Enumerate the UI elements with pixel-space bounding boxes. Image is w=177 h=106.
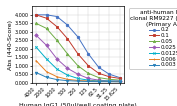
0.006 [98, 81, 100, 82]
0.003 [119, 81, 121, 82]
Line: 0.003: 0.003 [35, 71, 121, 83]
Line: 0.006: 0.006 [35, 59, 121, 83]
0.003 [87, 81, 89, 82]
0.05 [56, 40, 58, 41]
0.025 [56, 58, 58, 60]
0.1 [77, 53, 79, 54]
0.0125 [56, 68, 58, 70]
0.006 [77, 80, 79, 81]
0.2 [56, 16, 58, 17]
0.05 [66, 53, 68, 54]
0.003 [56, 79, 58, 80]
0.2 [66, 24, 68, 26]
0.2 [108, 74, 110, 75]
0.003 [45, 77, 48, 78]
0.006 [45, 71, 48, 72]
0.0125 [45, 58, 48, 60]
0.05 [35, 23, 37, 24]
0.003 [98, 81, 100, 82]
0.003 [66, 80, 68, 81]
X-axis label: Human IgG1 (50ul/well coating plate): Human IgG1 (50ul/well coating plate) [19, 103, 137, 106]
0.05 [87, 73, 89, 74]
0.05 [98, 77, 100, 78]
0.05 [77, 65, 79, 66]
0.025 [98, 80, 100, 81]
0.1 [87, 65, 89, 66]
0.1 [66, 38, 68, 39]
0.025 [108, 80, 110, 82]
0.2 [98, 67, 100, 68]
0.0125 [87, 80, 89, 81]
0.025 [87, 78, 89, 79]
Line: 0.1: 0.1 [35, 14, 121, 80]
0.025 [77, 74, 79, 75]
0.05 [119, 80, 121, 81]
0.1 [98, 73, 100, 74]
0.2 [87, 53, 89, 54]
Legend: 0.2, 0.1, 0.05, 0.025, 0.0125, 0.006, 0.003: 0.2, 0.1, 0.05, 0.025, 0.0125, 0.006, 0.… [129, 8, 177, 69]
0.006 [87, 80, 89, 82]
0.1 [119, 78, 121, 79]
Line: 0.2: 0.2 [35, 14, 121, 79]
0.05 [108, 79, 110, 80]
0.2 [77, 36, 79, 38]
0.2 [119, 77, 121, 78]
0.006 [35, 60, 37, 61]
Line: 0.0125: 0.0125 [35, 46, 121, 83]
0.025 [119, 80, 121, 82]
Y-axis label: Abs (440-Score): Abs (440-Score) [8, 20, 13, 70]
0.05 [45, 28, 48, 29]
0.025 [66, 68, 68, 69]
0.003 [108, 81, 110, 82]
0.003 [35, 72, 37, 73]
0.1 [56, 26, 58, 27]
0.1 [45, 18, 48, 19]
0.006 [108, 81, 110, 82]
0.025 [35, 35, 37, 36]
0.025 [45, 45, 48, 46]
Line: 0.025: 0.025 [35, 34, 121, 82]
0.0125 [108, 80, 110, 82]
0.003 [77, 81, 79, 82]
0.0125 [98, 80, 100, 82]
0.0125 [119, 81, 121, 82]
0.1 [35, 14, 37, 15]
0.0125 [77, 78, 79, 79]
0.0125 [66, 74, 68, 76]
0.1 [108, 76, 110, 77]
Line: 0.05: 0.05 [35, 22, 121, 81]
0.0125 [35, 46, 37, 48]
0.006 [66, 79, 68, 80]
0.2 [35, 14, 37, 15]
0.2 [45, 14, 48, 15]
0.006 [56, 76, 58, 77]
0.006 [119, 81, 121, 82]
